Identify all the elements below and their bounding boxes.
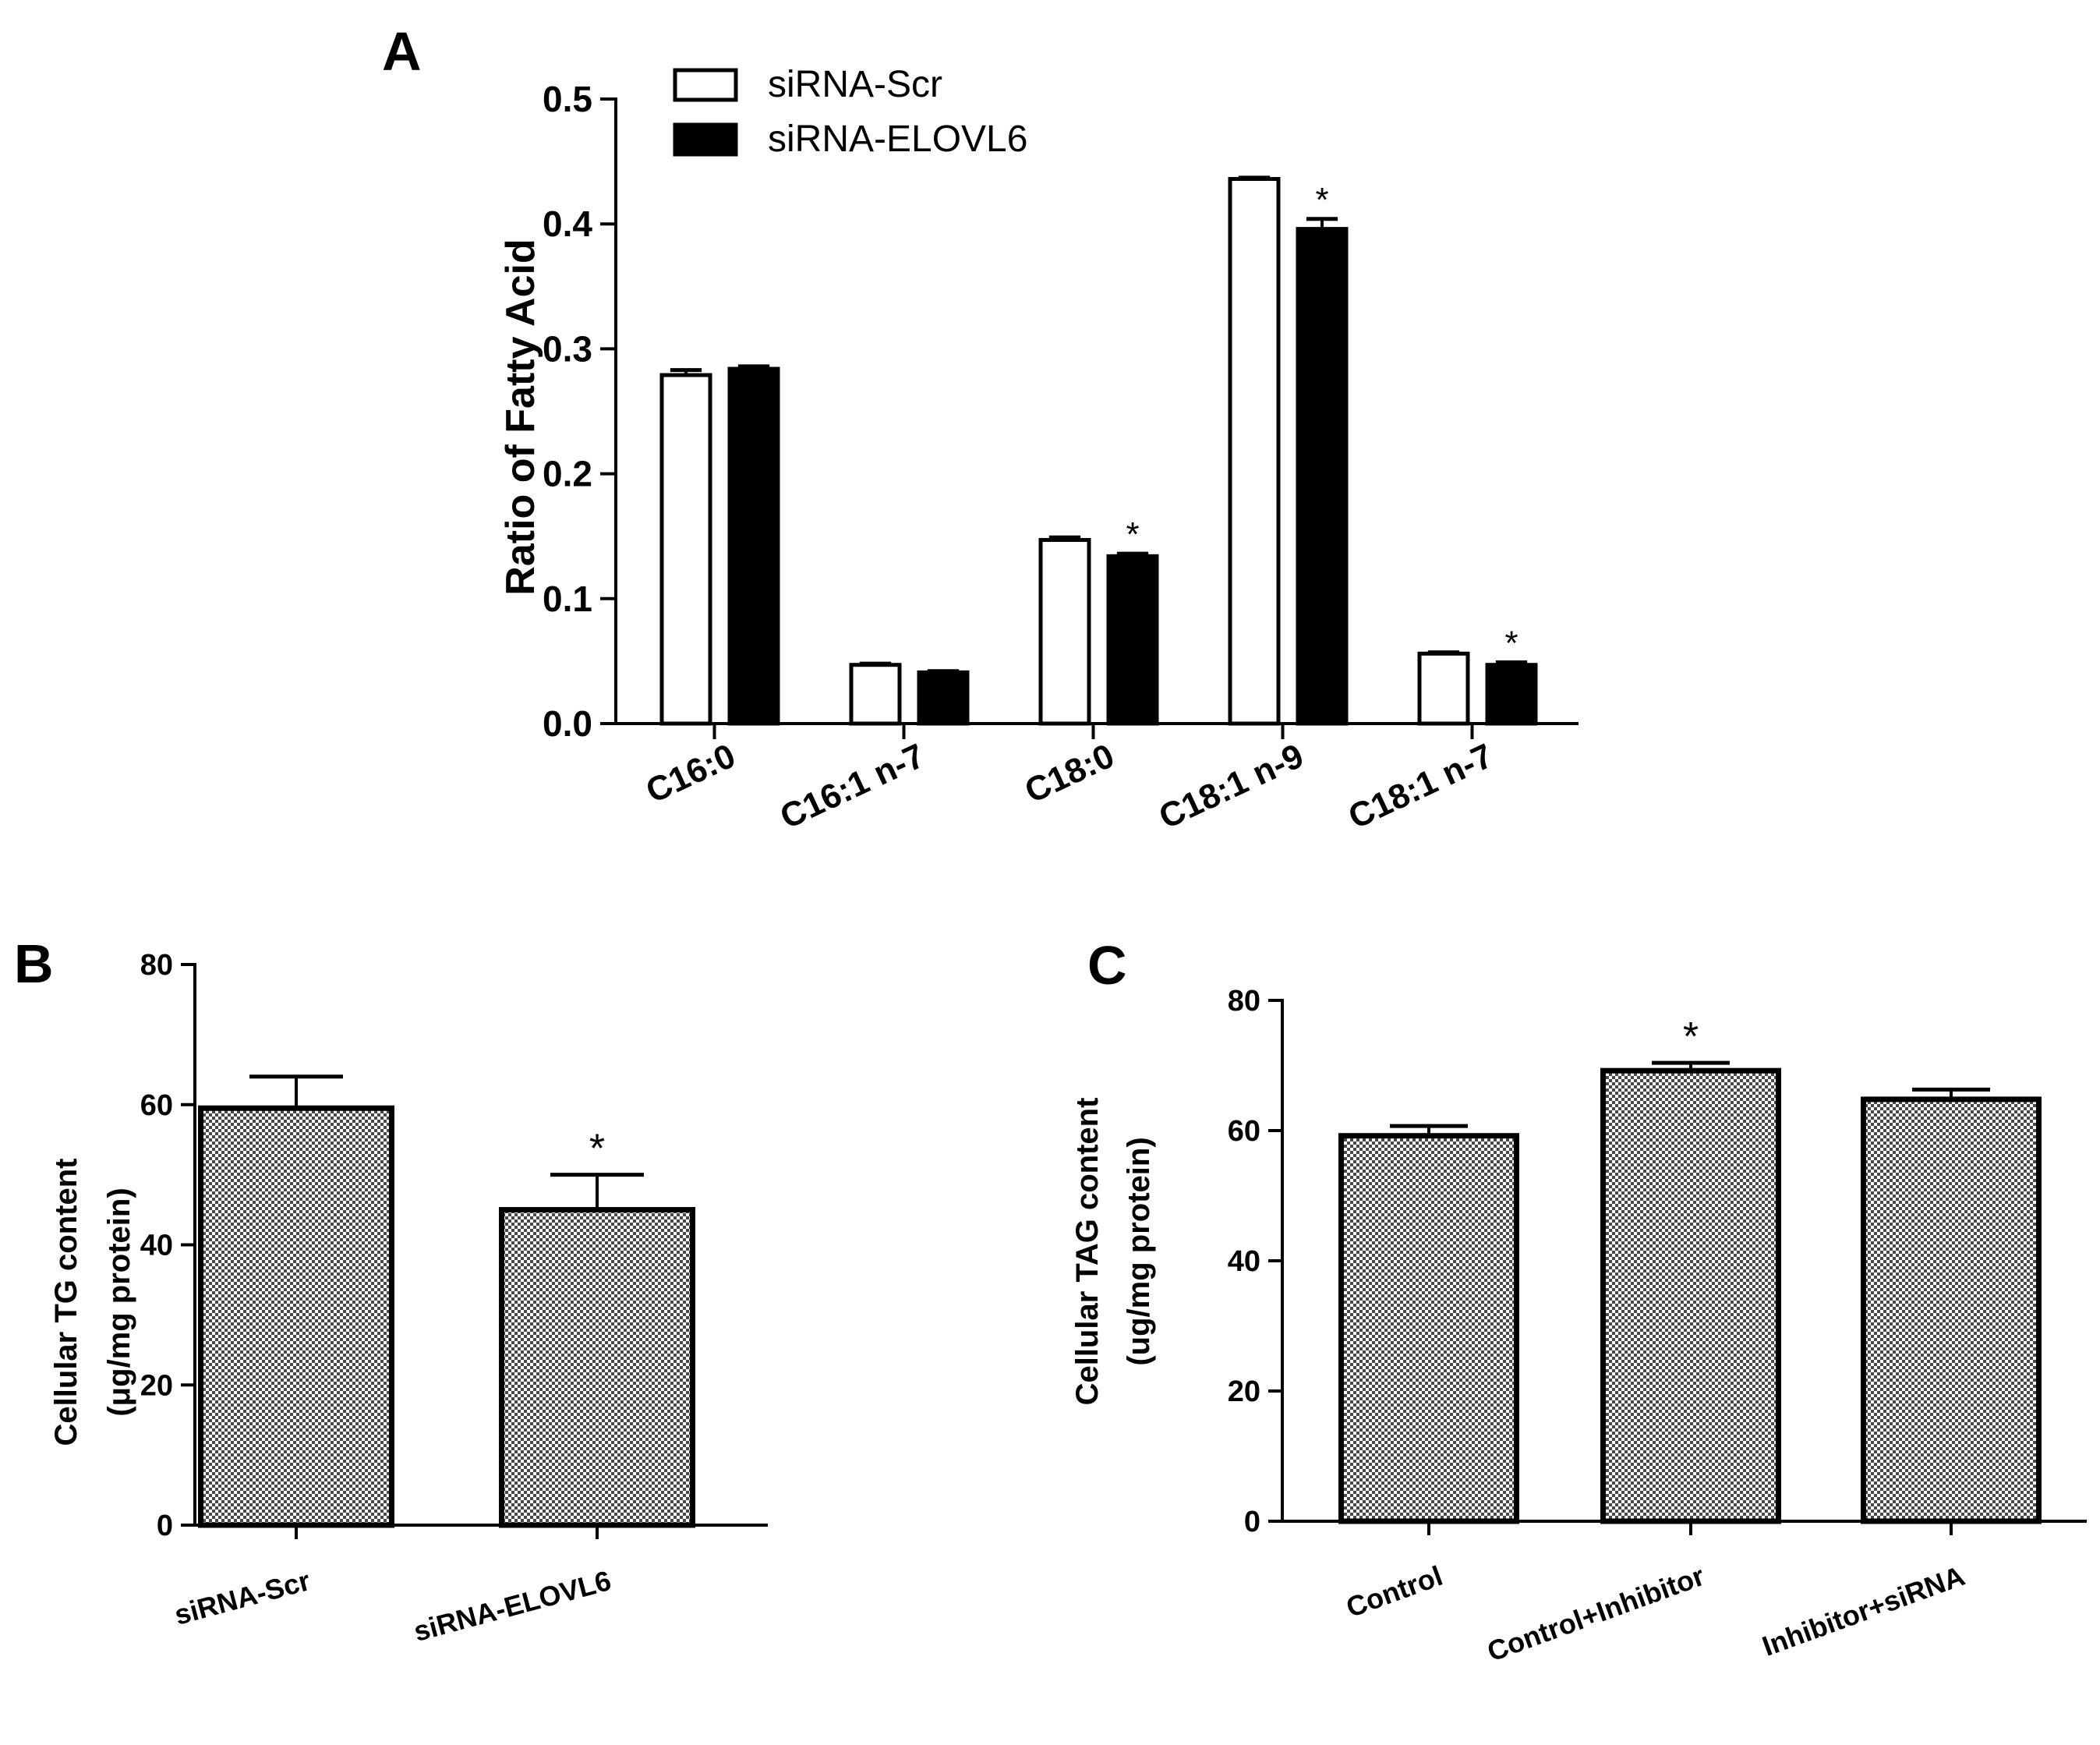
legend-label-elovl6: siRNA-ELOVL6 [768, 119, 1027, 160]
bar-Control [1338, 1133, 1519, 1524]
y-tick-label: 40 [1228, 1245, 1260, 1278]
category-label: Inhibitor+siRNA [1758, 1559, 1969, 1662]
bar-siRNA-ELOVL6 [499, 1207, 695, 1528]
bar-siRNA-Scr-C18-0 [1038, 538, 1091, 726]
significance-star: * [1315, 181, 1328, 219]
c-bars [1338, 1067, 2042, 1524]
y-tick-label: 60 [1228, 1115, 1260, 1148]
panel-b: B 0 20 40 60 80 * siRNA-Scr siRNA-ELOVL6 Cell… [14, 933, 768, 1648]
b-y-axis-label: Cellular TG content [49, 1159, 83, 1446]
bar-Inhibitor-siRNA [1861, 1096, 2042, 1524]
significance-star: * [589, 1127, 605, 1172]
panel-a: A 0.00.10.20.30.40.5 *** C16:0 C16:1 n-7 C… [382, 21, 1579, 837]
c-y-ticks: 0 20 40 60 80 [1228, 985, 1282, 1538]
category-label: C18:0 [1019, 737, 1119, 811]
category-label: C16:1 n-7 [774, 737, 930, 837]
a-bars [659, 177, 1538, 726]
significance-star: * [1126, 515, 1139, 554]
a-x-ticks [712, 724, 1474, 739]
bar-siRNA-Scr [198, 1105, 394, 1528]
bar-siRNA-ELOVL6-C18-1-n-7 [1485, 663, 1538, 726]
y-tick-label: 20 [140, 1369, 173, 1402]
c-error-bars [1390, 1060, 1990, 1136]
panel-c-letter: C [1087, 935, 1127, 996]
bar-siRNA-ELOVL6-C16-0 [727, 366, 780, 726]
y-tick-label: 80 [140, 949, 173, 982]
a-error-bars [670, 175, 1528, 674]
bar-siRNA-ELOVL6-C16-1-n-7 [917, 670, 970, 726]
y-tick-label: 0 [157, 1510, 173, 1542]
y-tick-label: 0.4 [543, 204, 592, 244]
y-tick-label: 60 [140, 1089, 173, 1122]
panel-b-letter: B [14, 933, 54, 994]
bar-siRNA-Scr-C16-1-n-7 [849, 663, 902, 726]
b-bars [198, 1105, 695, 1528]
significance-star: * [1504, 625, 1518, 663]
y-tick-label: 80 [1228, 985, 1260, 1018]
category-label: C18:1 n-7 [1342, 737, 1498, 837]
c-category-labels: Control Control+Inhibitor Inhibitor+siRNA [1342, 1559, 1968, 1668]
category-label: siRNA-ELOVL6 [410, 1564, 614, 1648]
y-tick-label: 0 [1244, 1506, 1260, 1538]
c-y-axis-label: Cellular TAG content [1070, 1098, 1105, 1406]
a-y-axis-label: Ratio of Fatty Acid [498, 239, 543, 595]
category-label: C18:1 n-9 [1153, 737, 1309, 837]
category-label: C16:0 [640, 737, 741, 811]
b-category-labels: siRNA-Scr siRNA-ELOVL6 [171, 1564, 614, 1648]
bar-siRNA-ELOVL6-C18-0 [1106, 554, 1159, 726]
panel-c: C 0 20 40 60 80 * Control Control+Inhibitor In… [1070, 935, 2087, 1668]
y-tick-label: 0.5 [543, 79, 592, 119]
y-tick-label: 0.3 [543, 328, 592, 369]
c-significance-marks: * [1683, 1014, 1699, 1060]
y-tick-label: 0.1 [543, 579, 592, 619]
a-legend: siRNA-Scr siRNA-ELOVL6 [673, 64, 1027, 160]
c-y-axis-label-units: (ug/mg protein) [1122, 1137, 1156, 1365]
bar-Control-Inhibitor [1600, 1067, 1781, 1524]
legend-label-scr: siRNA-Scr [768, 64, 942, 105]
panel-a-letter: A [382, 21, 422, 82]
significance-star: * [1683, 1014, 1699, 1060]
category-label: siRNA-Scr [171, 1564, 313, 1631]
b-y-ticks: 0 20 40 60 80 [140, 949, 195, 1542]
y-tick-label: 0.0 [543, 703, 592, 744]
category-label: Control+Inhibitor [1483, 1559, 1708, 1668]
legend-swatch-scr [673, 68, 738, 102]
b-error-bars [249, 1074, 644, 1210]
category-label: Control [1342, 1559, 1446, 1623]
b-y-axis-label-units: (μg/mg protein) [102, 1188, 136, 1416]
y-tick-label: 0.2 [543, 454, 592, 494]
bar-siRNA-Scr-C16-0 [659, 373, 712, 726]
y-tick-label: 20 [1228, 1375, 1260, 1408]
a-significance-marks: * * * [1126, 181, 1518, 663]
legend-swatch-elovl6 [673, 122, 738, 157]
y-tick-label: 40 [140, 1230, 173, 1262]
a-y-ticks: 0.0 0.1 0.2 0.3 0.4 0.5 [543, 79, 616, 744]
bar-siRNA-Scr-C18-1-n-9 [1228, 177, 1281, 726]
a-category-labels: C16:0 C16:1 n-7 C18:0 C18:1 n-9 C18:1 n-7 [640, 737, 1498, 837]
bar-siRNA-ELOVL6-C18-1-n-9 [1296, 227, 1349, 726]
b-significance-marks: * [589, 1127, 605, 1172]
bar-siRNA-Scr-C18-1-n-7 [1417, 651, 1470, 726]
